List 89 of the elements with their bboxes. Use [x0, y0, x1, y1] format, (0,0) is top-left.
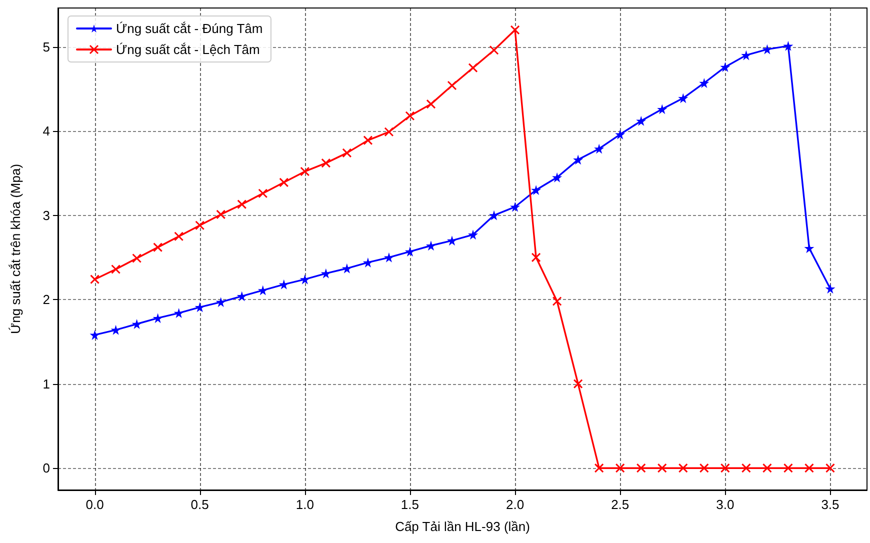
- legend-label: Ứng suất cắt - Đúng Tâm: [116, 21, 263, 36]
- x-tick-label: 2.5: [611, 497, 630, 512]
- point: [678, 93, 688, 104]
- point: [279, 178, 289, 188]
- point: [468, 230, 478, 240]
- point: [699, 78, 710, 88]
- point: [573, 154, 584, 165]
- point: [825, 463, 835, 473]
- x-tick-label: 0.5: [190, 497, 209, 512]
- point: [236, 291, 247, 302]
- point: [111, 264, 121, 274]
- y-tick-label: 5: [42, 39, 50, 54]
- y-tick-label: 2: [42, 292, 50, 308]
- point: [447, 80, 457, 90]
- point: [552, 172, 562, 182]
- point: [594, 463, 604, 473]
- point: [825, 284, 836, 294]
- x-tick-label: 0.0: [86, 497, 104, 512]
- point: [132, 254, 142, 264]
- point: [741, 463, 751, 473]
- point: [342, 148, 352, 158]
- point: [657, 104, 668, 114]
- point: [615, 129, 626, 140]
- point: [174, 308, 184, 318]
- point: [426, 99, 436, 109]
- x-tick-label: 3.5: [821, 497, 840, 512]
- point: [783, 463, 793, 473]
- point: [342, 263, 352, 274]
- y-axis-title: Ứng suất cắt trên khóa (Mpa): [8, 164, 23, 334]
- point: [258, 285, 268, 296]
- point: [404, 246, 415, 257]
- point: [320, 268, 331, 278]
- point: [531, 252, 541, 262]
- point: [657, 463, 667, 473]
- x-tick-label: 2.0: [506, 497, 524, 512]
- point: [110, 324, 121, 335]
- point: [552, 296, 562, 306]
- point: [300, 166, 310, 176]
- point: [531, 185, 542, 196]
- point: [804, 243, 814, 254]
- point: [300, 274, 310, 284]
- y-tick-label: 0: [42, 460, 50, 476]
- point: [426, 240, 436, 251]
- point: [174, 232, 184, 242]
- point: [258, 188, 268, 198]
- x-tick-label: 3.0: [716, 497, 734, 512]
- point: [216, 210, 226, 220]
- point: [510, 25, 520, 35]
- point: [699, 463, 709, 473]
- point: [762, 463, 772, 473]
- point: [615, 463, 625, 473]
- point: [278, 279, 289, 290]
- point: [720, 62, 730, 72]
- point: [90, 274, 100, 284]
- point: [510, 202, 520, 212]
- y-tick-label: 3: [42, 208, 50, 223]
- point: [194, 302, 205, 312]
- point: [132, 318, 142, 329]
- point: [720, 463, 730, 473]
- x-tick-label: 1.5: [400, 497, 420, 512]
- point: [195, 220, 205, 230]
- point: [446, 236, 457, 246]
- y-tick-label: 4: [42, 124, 50, 139]
- point: [636, 116, 646, 126]
- point: [237, 200, 247, 210]
- point: [321, 158, 331, 168]
- point: [362, 257, 373, 268]
- legend-label: Ứng suất cắt - Lệch Tâm: [116, 42, 260, 57]
- point: [384, 252, 394, 262]
- point: [384, 127, 394, 137]
- point: [489, 210, 500, 220]
- point: [636, 463, 646, 473]
- x-axis-title: Cấp Tải lần HL-93 (lần): [395, 519, 530, 534]
- point: [573, 379, 583, 389]
- point: [405, 111, 415, 121]
- point: [804, 463, 814, 473]
- point: [152, 313, 163, 324]
- point: [489, 45, 499, 55]
- point: [216, 297, 226, 308]
- point: [153, 242, 163, 252]
- y-tick-label: 1: [42, 376, 50, 392]
- point: [594, 144, 604, 154]
- point: [741, 50, 752, 60]
- x-tick-label: 1.0: [296, 497, 314, 512]
- point: [90, 330, 100, 340]
- point: [678, 463, 688, 473]
- point: [363, 136, 373, 146]
- point: [468, 63, 478, 73]
- point: [783, 40, 794, 51]
